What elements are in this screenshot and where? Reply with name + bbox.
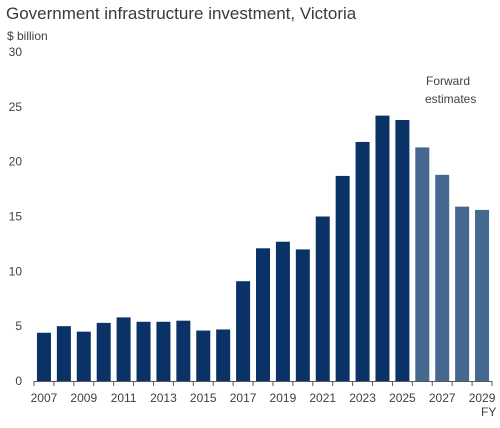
x-tick-label: 2011 <box>111 391 137 405</box>
bar-2016 <box>216 329 231 381</box>
y-tick-label: 0 <box>15 374 22 388</box>
bar-2021 <box>315 216 330 381</box>
bar-2012 <box>136 321 151 381</box>
bar-2009 <box>76 331 91 381</box>
bars <box>36 115 490 382</box>
x-tick-label: 2023 <box>349 391 376 405</box>
x-tick-label: 2021 <box>309 391 336 405</box>
bar-2010 <box>96 322 111 381</box>
bar-2007 <box>36 332 51 381</box>
x-tick-label: 2027 <box>429 391 456 405</box>
bar-2008 <box>56 326 71 381</box>
bar-2025 <box>395 119 410 382</box>
bar-2024 <box>375 115 390 382</box>
x-axis: 2007 2009 2011 2013 2015 2017 2019 2021 2023 2025… <box>31 381 496 405</box>
chart-title: Government infrastructure investment, Vi… <box>6 4 357 23</box>
y-tick-label: 20 <box>9 155 23 169</box>
bar-2029 <box>475 209 490 381</box>
annotation-line-1: Forward <box>426 74 470 88</box>
bar-2017 <box>236 281 251 381</box>
x-tick-label: 2013 <box>150 391 177 405</box>
x-tick-label: 2019 <box>270 391 297 405</box>
annotation-line-2: estimates <box>425 92 476 106</box>
bar-2028 <box>455 206 470 381</box>
bar-2014 <box>176 320 191 381</box>
bar-2022 <box>335 175 350 381</box>
x-tick-label: 2029 <box>469 391 496 405</box>
y-tick-label: 30 <box>9 45 23 59</box>
bar-2019 <box>275 241 290 381</box>
bar-2011 <box>116 317 131 381</box>
bar-2015 <box>196 330 211 381</box>
bar-2026 <box>415 147 430 381</box>
bar-2023 <box>355 141 370 381</box>
x-tick-label: 2017 <box>230 391 257 405</box>
y-tick-label: 5 <box>15 319 22 333</box>
bar-2013 <box>156 321 171 381</box>
x-tick-label: 2007 <box>31 391 58 405</box>
x-axis-unit-label: FY <box>481 405 496 419</box>
bar-2020 <box>295 249 310 381</box>
x-tick-label: 2025 <box>389 391 416 405</box>
y-axis: 0 5 10 15 20 25 30 <box>9 45 23 388</box>
bar-2027 <box>435 174 450 381</box>
y-tick-label: 25 <box>9 100 23 114</box>
x-tick-label: 2009 <box>70 391 97 405</box>
y-tick-label: 10 <box>9 264 23 278</box>
y-tick-label: 15 <box>9 210 23 224</box>
y-axis-unit-label: $ billion <box>7 29 48 43</box>
x-tick-label: 2015 <box>190 391 217 405</box>
bar-2018 <box>256 248 270 381</box>
